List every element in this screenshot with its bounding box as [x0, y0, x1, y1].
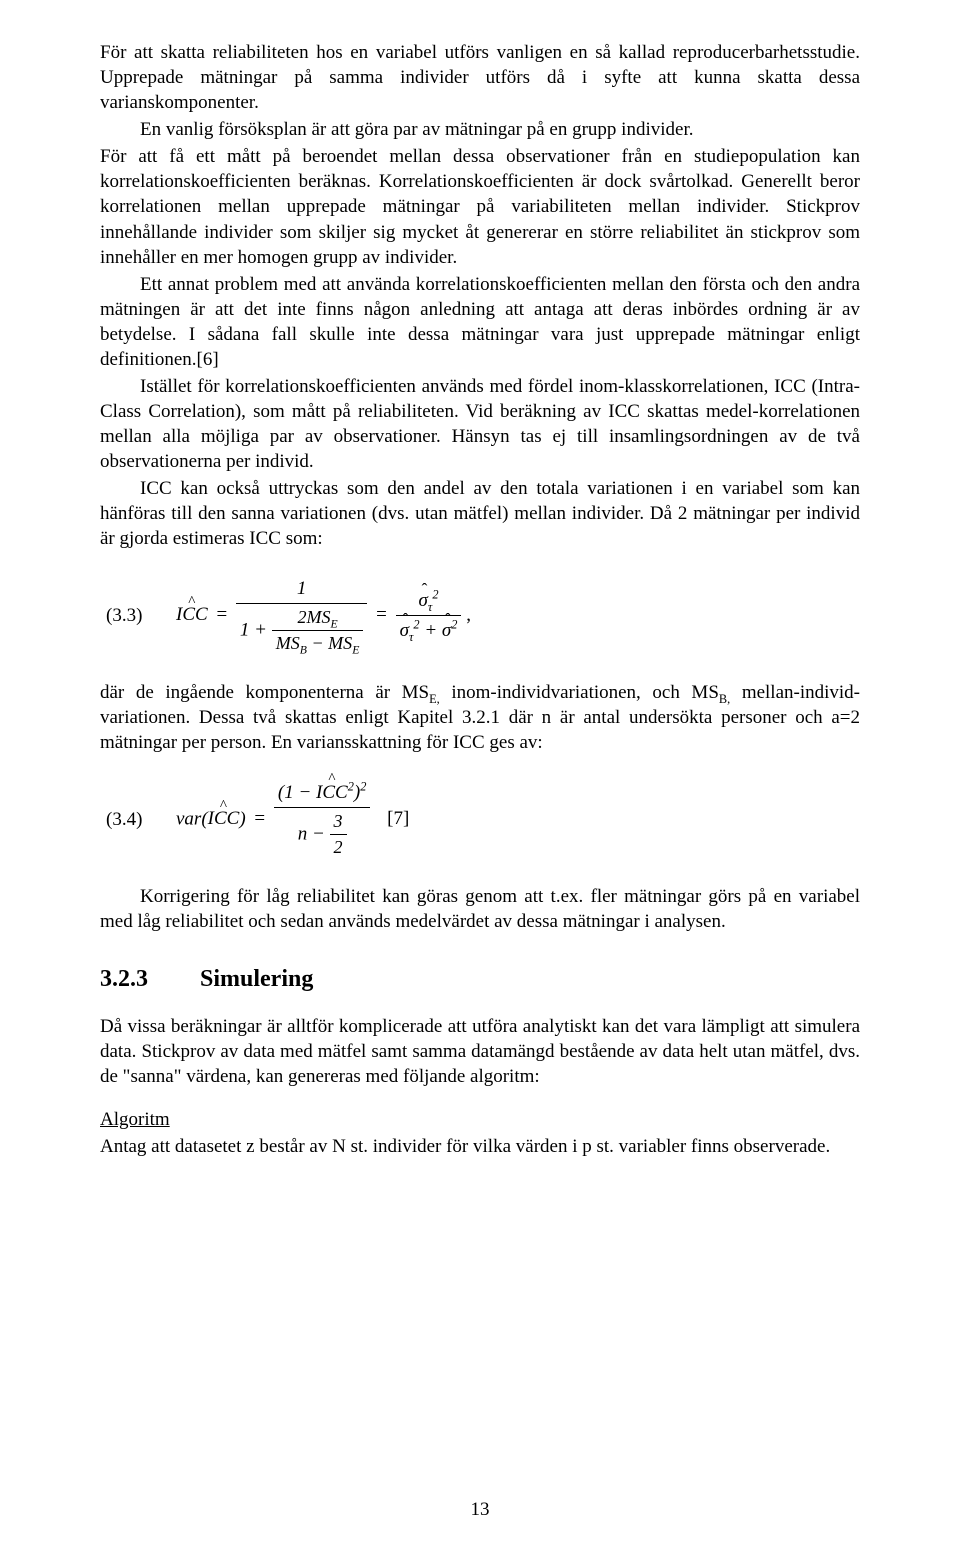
formula-reference: [7]: [375, 808, 409, 829]
fraction-var: (1 − ICC 2)2 n − 3 2: [274, 780, 371, 861]
frac1-den: 1 + 2MSE MSB − MSE: [236, 604, 367, 657]
nested-fraction: 3 2: [330, 810, 347, 861]
section-heading: 3.2.3Simulering: [100, 964, 860, 996]
equals-2: =: [372, 604, 391, 625]
fraction-1: 1 1 + 2MSE MSB − MSE: [236, 576, 367, 657]
comma: ,: [466, 604, 471, 625]
text: Då vissa beräkningar är alltför komplice…: [100, 1016, 860, 1087]
formula-number: (3.4): [100, 807, 176, 832]
text-part-a: där de ingående komponenterna är MS: [100, 682, 429, 703]
paragraph-5: ICC kan också uttryckas som den andel av…: [100, 476, 860, 551]
text: Korrigering för låg reliabilitet kan gör…: [100, 886, 860, 932]
paragraph-7: Korrigering för låg reliabilitet kan gör…: [100, 884, 860, 934]
text: För att få ett mått på beroendet mellan …: [100, 146, 860, 267]
formula-3-3: (3.3) ICC = 1 1 + 2MSE MSB −: [100, 576, 860, 657]
paragraph-4: Istället för korrelationskoefficienten a…: [100, 374, 860, 474]
text: Ett annat problem med att använda korrel…: [100, 274, 860, 370]
text: För att skatta reliabiliteten hos en var…: [100, 42, 860, 113]
sub-b: B,: [719, 692, 730, 706]
formula-number: (3.3): [100, 603, 176, 628]
text: En vanlig försöksplan är att göra par av…: [140, 119, 693, 140]
text: Antag att datasetet z består av N st. in…: [100, 1136, 830, 1157]
algorithm-label: Algoritm: [100, 1109, 170, 1130]
frac-den: n − 3 2: [274, 808, 371, 861]
text-part-b: inom-individvariationen, och MS: [451, 682, 719, 703]
section-title: Simulering: [200, 966, 313, 992]
formula-3-4: (3.4) var( ICC ) = (1 − ICC 2)2 n − 3: [100, 780, 860, 861]
formula-body: ICC = 1 1 + 2MSE MSB − MSE: [176, 576, 471, 657]
frac2-den: στ2 + σ2: [396, 616, 462, 643]
paragraph-3: Ett annat problem med att använda korrel…: [100, 272, 860, 372]
fraction-2: στ2 στ2 + σ2: [396, 588, 462, 643]
paragraph-2: För att få ett mått på beroendet mellan …: [100, 144, 860, 269]
algorithm-body: Antag att datasetet z består av N st. in…: [100, 1134, 860, 1159]
icc-hat: ICC: [176, 602, 208, 627]
formula-body: var( ICC ) = (1 − ICC 2)2 n − 3 2: [176, 780, 409, 861]
paragraph-6: där de ingående komponenterna är MSE, in…: [100, 680, 860, 755]
section-number: 3.2.3: [100, 964, 200, 996]
equals: =: [250, 808, 269, 829]
text: ICC kan också uttryckas som den andel av…: [100, 478, 860, 549]
icc-hat: ICC: [208, 806, 240, 831]
paragraph-8: Då vissa beräkningar är alltför komplice…: [100, 1014, 860, 1089]
paragraph-1b: En vanlig försöksplan är att göra par av…: [100, 117, 860, 142]
frac-num: (1 − ICC 2)2: [274, 780, 371, 808]
icc-hat-inner: ICC: [316, 780, 348, 805]
page-container: För att skatta reliabiliteten hos en var…: [0, 0, 960, 1550]
page-number: 13: [0, 1497, 960, 1522]
paragraph-1a: För att skatta reliabiliteten hos en var…: [100, 40, 860, 115]
frac1-num: 1: [236, 576, 367, 604]
algorithm-heading: Algoritm: [100, 1107, 860, 1132]
text: Istället för korrelationskoefficienten a…: [100, 376, 860, 472]
sub-e: E,: [429, 692, 440, 706]
equals: =: [212, 604, 231, 625]
nested-fraction: 2MSE MSB − MSE: [272, 606, 364, 657]
